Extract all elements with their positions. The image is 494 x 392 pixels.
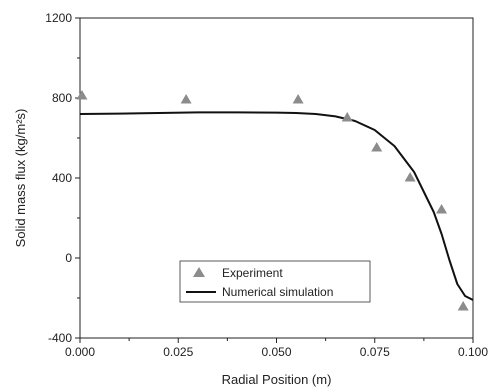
experiment-point [341,112,353,122]
experiment-point [292,94,304,104]
legend-box [179,260,371,303]
legend: Experiment Numerical simulation [179,260,371,303]
experiment-point [180,94,192,104]
x-tick-label: 0.025 [163,345,193,359]
simulation-line [79,111,474,301]
series-layer [76,90,474,311]
x-tick-label: 0.075 [360,345,390,359]
experiment-point [457,301,469,311]
legend-label-experiment: Experiment [222,266,283,280]
y-axis-title: Solid mass flux (kg/m²s) [13,109,28,248]
x-axis-title: Radial Position (m) [222,372,332,387]
x-tick-label: 0.100 [458,345,488,359]
experiment-point [404,172,416,182]
y-tick-label: 400 [52,171,72,185]
legend-label-simulation: Numerical simulation [222,285,333,299]
x-axis: 0.000 0.025 0.050 0.075 0.100 [65,338,488,359]
y-tick-label: -400 [48,331,72,345]
y-axis: -400 0 400 800 1200 [45,11,80,345]
experiment-point [371,142,383,152]
y-tick-label: 800 [52,91,72,105]
x-tick-label: 0.000 [65,345,95,359]
experiment-point [436,204,448,214]
experiment-point [76,90,88,100]
y-tick-label: 0 [65,251,72,265]
x-tick-label: 0.050 [261,345,291,359]
y-tick-label: 1200 [45,11,72,25]
legend-triangle-marker [193,267,205,277]
